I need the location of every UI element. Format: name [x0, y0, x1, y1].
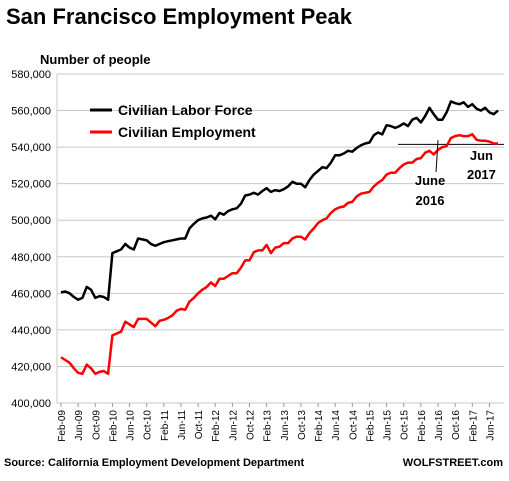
- annotation-pointer: [435, 140, 439, 173]
- series-line-civilian-employment: [60, 133, 498, 376]
- x-tick-label: Oct-16: [451, 410, 462, 440]
- x-tick-label: Feb-17: [468, 410, 479, 442]
- x-tick-label: Feb-11: [160, 410, 171, 441]
- chart-title: San Francisco Employment Peak: [6, 4, 353, 29]
- x-tick-label: Jun-13: [280, 410, 291, 441]
- x-tick-label: Jun-16: [434, 410, 445, 441]
- series-lines: [60, 100, 499, 376]
- x-tick-label: Oct-13: [297, 410, 308, 440]
- y-tick-label: 460,000: [11, 288, 51, 300]
- y-tick-label: 540,000: [11, 142, 51, 154]
- y-axis-label: Number of people: [40, 52, 151, 67]
- y-tick-label: 480,000: [11, 252, 51, 264]
- x-tick-label: Feb-12: [211, 410, 222, 442]
- y-tick-label: 420,000: [11, 361, 51, 373]
- series-line-civilian-labor-force: [60, 100, 499, 301]
- x-tick-label: Feb-13: [263, 410, 274, 442]
- x-tick-label: Oct-15: [400, 410, 411, 440]
- source-note: Source: California Employment Developmen…: [4, 457, 305, 469]
- y-tick-label: 520,000: [11, 179, 51, 191]
- x-tick-label: Feb-10: [108, 410, 119, 442]
- credit-label: WOLFSTREET.com: [402, 457, 503, 469]
- x-tick-label: Feb-16: [417, 410, 428, 442]
- x-tick-label: Feb-14: [314, 410, 325, 442]
- x-tick-label: Feb-15: [365, 410, 376, 442]
- x-tick-label: Oct-11: [194, 410, 205, 440]
- legend: Civilian Labor Force Civilian Employment: [90, 102, 256, 140]
- y-tick-labels: 400,000 420,000 440,000 460,000 480,000 500,0…: [11, 69, 51, 410]
- annotations: June 2016 Jun 2017: [415, 140, 496, 208]
- y-tick-label: 440,000: [11, 325, 51, 337]
- y-tick-label: 500,000: [11, 215, 51, 227]
- x-tick-label: Feb-09: [57, 410, 68, 442]
- y-tick-label: 580,000: [11, 69, 51, 81]
- annotation-june-2016: 2016: [416, 193, 445, 208]
- x-tick-label: Jun-12: [228, 410, 239, 441]
- legend-label: Civilian Labor Force: [118, 102, 253, 118]
- annotation-jun-2017: Jun: [470, 148, 493, 163]
- annotation-june-2016: June: [415, 173, 445, 188]
- x-tick-label: Jun-17: [485, 410, 496, 441]
- x-tick-label: Oct-09: [91, 410, 102, 440]
- x-tick-label: Jun-10: [126, 410, 137, 441]
- annotation-jun-2017: 2017: [467, 167, 496, 182]
- x-tick-label: Oct-12: [246, 410, 257, 440]
- y-tick-label: 400,000: [11, 398, 51, 410]
- x-tick-label: Jun-09: [74, 410, 85, 441]
- x-tick-label: Oct-14: [348, 410, 359, 440]
- gridlines: [56, 73, 504, 407]
- x-tick-label: Jun-11: [177, 410, 188, 440]
- x-tick-label: Jun-15: [383, 410, 394, 441]
- legend-label: Civilian Employment: [118, 124, 256, 140]
- x-tick-label: Jun-14: [331, 410, 342, 441]
- x-tick-label: Oct-10: [143, 410, 154, 440]
- y-tick-label: 560,000: [11, 106, 51, 118]
- x-tick-labels: Feb-09 Jun-09 Oct-09 Feb-10 Jun-10 Oct-10 Feb-…: [57, 410, 496, 442]
